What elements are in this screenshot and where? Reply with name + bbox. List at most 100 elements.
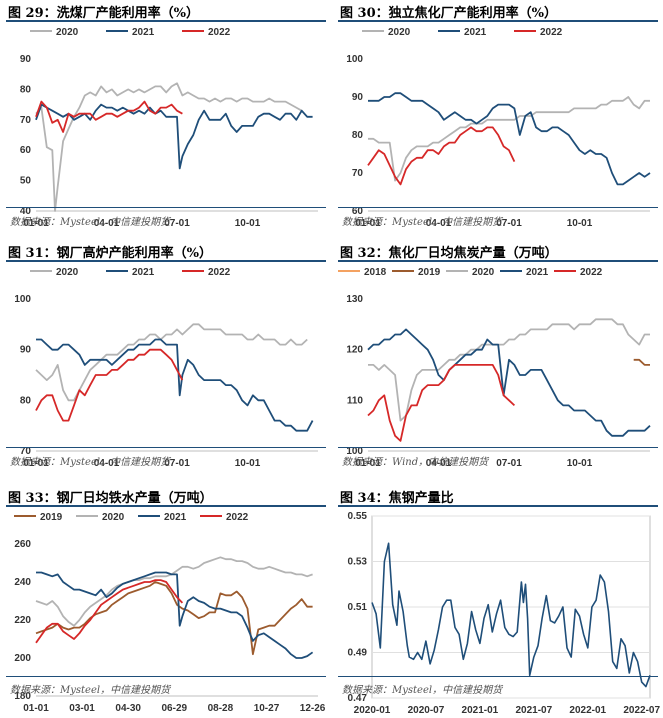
- source-note: 数据来源：Wind，中信建投期货: [342, 457, 489, 468]
- y-tick-label: 0.47: [348, 693, 368, 704]
- y-tick-label: 80: [20, 84, 32, 95]
- y-tick-label: 40: [20, 206, 32, 217]
- chart-title: 图 34：焦钢产量比: [340, 491, 454, 506]
- y-tick-label: 50: [20, 176, 32, 187]
- legend-label-2022: 2022: [208, 267, 231, 278]
- legend-label-2019: 2019: [40, 512, 63, 523]
- x-tick-label: 2022-07: [623, 705, 660, 716]
- legend-label-2022: 2022: [208, 27, 231, 38]
- x-tick-label: 01-01: [23, 218, 49, 229]
- x-tick-label: 2021-07: [515, 705, 552, 716]
- series-line-2020: [368, 318, 650, 422]
- x-tick-label: 2020-07: [408, 705, 445, 716]
- x-tick-label: 07-01: [164, 218, 190, 229]
- title-rule: [6, 260, 326, 262]
- x-tick-label: 12-26: [300, 703, 326, 714]
- y-tick-label: 240: [14, 577, 31, 588]
- y-tick-label: 130: [346, 294, 363, 305]
- chart-svg: 70 80 90 100 01-01 04-01 07-01 10-01 2020 2021 202…: [14, 267, 318, 469]
- title-rule: [6, 20, 326, 22]
- series-line-2021: [35, 103, 313, 170]
- legend-label-2021: 2021: [132, 267, 155, 278]
- x-tick-label: 10-01: [567, 218, 593, 229]
- legend-label-2022: 2022: [580, 267, 603, 278]
- x-tick-label: 10-01: [235, 218, 261, 229]
- y-tick-label: 80: [352, 130, 364, 141]
- title-rule: [338, 505, 658, 507]
- legend-label-2020: 2020: [56, 27, 79, 38]
- source-note: 数据来源：Mysteel，中信建投期货: [10, 217, 171, 228]
- chart-svg: 60 70 80 90 100 01-01 04-01 07-01 10-01 2020 2021 2…: [346, 27, 651, 229]
- y-tick-label: 0.55: [348, 511, 368, 522]
- chart-title: 图 33：钢厂日均铁水产量（万吨）: [8, 491, 213, 506]
- series-line-2022: [367, 364, 516, 442]
- x-tick-label: 2020-01: [354, 705, 391, 716]
- y-tick-label: 100: [14, 294, 31, 305]
- x-tick-label: 03-01: [69, 703, 95, 714]
- title-rule: [338, 20, 658, 22]
- series-line-2022: [35, 579, 184, 644]
- bottom-rule: [6, 207, 326, 208]
- series-line-ratio: [371, 542, 651, 688]
- y-tick-label: 110: [347, 395, 364, 406]
- x-tick-label: 07-01: [164, 458, 190, 469]
- y-tick-label: 180: [14, 691, 31, 702]
- legend-label-2020: 2020: [472, 267, 495, 278]
- chart-title: 图 30：独立焦化厂产能利用率（%）: [340, 6, 557, 21]
- source-note: 数据来源：Mysteel，中信建投期货: [10, 457, 171, 468]
- legend-label-2020: 2020: [102, 512, 125, 523]
- legend-label-2021: 2021: [526, 267, 549, 278]
- chart-title: 图 32：焦化厂日均焦炭产量（万吨）: [340, 246, 558, 261]
- series-line-2022: [367, 126, 516, 186]
- y-tick-label: 0.51: [348, 602, 368, 613]
- x-tick-label: 07-01: [496, 458, 522, 469]
- x-tick-label: 04-01: [94, 218, 120, 229]
- x-tick-label: 01-01: [355, 458, 381, 469]
- series-line-2022: [35, 348, 184, 422]
- chart-panel-p34: 图 34：焦钢产量比 0.47 0.49 0.51 0.53 0.55 2020-01 202…: [332, 485, 663, 718]
- x-tick-label: 04-01: [426, 458, 452, 469]
- y-tick-label: 90: [20, 54, 32, 65]
- y-tick-label: 80: [20, 395, 32, 406]
- x-tick-label: 10-01: [235, 458, 261, 469]
- chart-panel-p29: 图 29：洗煤厂产能利用率（%） 40 50 60 70 80 90 01-01 04-01 07…: [0, 0, 331, 233]
- series-line-2019: [35, 581, 313, 656]
- legend-label-2022: 2022: [226, 512, 249, 523]
- x-tick-label: 10-01: [567, 458, 593, 469]
- series-line-2020: [35, 323, 308, 402]
- x-tick-label: 06-29: [161, 703, 187, 714]
- y-tick-label: 0.53: [348, 557, 368, 568]
- chart-title: 图 31：钢厂高炉产能利用率（%）: [8, 246, 212, 261]
- series-line-2021: [36, 571, 314, 659]
- x-tick-label: 2022-01: [569, 705, 606, 716]
- series-line-2019: [633, 358, 650, 366]
- y-tick-label: 70: [20, 446, 32, 457]
- x-tick-label: 07-01: [496, 218, 522, 229]
- legend-label-2018: 2018: [364, 267, 387, 278]
- bottom-rule: [338, 207, 658, 208]
- y-tick-label: 60: [20, 145, 32, 156]
- series-line-2020: [35, 82, 308, 212]
- chart-panel-p32: 图 32：焦化厂日均焦炭产量（万吨） 100 110 120 130 01-01 04-01…: [332, 240, 663, 473]
- source-note: 数据来源：Mysteel，中信建投期货: [342, 217, 503, 228]
- x-tick-label: 04-01: [94, 458, 120, 469]
- series-line-2021: [367, 328, 651, 437]
- source-note: 数据来源：Mysteel，中信建投期货: [342, 685, 503, 696]
- chart-panel-p31: 图 31：钢厂高炉产能利用率（%） 70 80 90 100 01-01 04-01 07-0…: [0, 240, 331, 473]
- chart-svg: 100 110 120 130 01-01 04-01 07-01 10-01 2018 2019…: [338, 267, 651, 469]
- x-tick-label: 01-01: [23, 703, 49, 714]
- y-tick-label: 100: [346, 446, 363, 457]
- legend-label-2021: 2021: [464, 27, 487, 38]
- y-tick-label: 70: [20, 115, 32, 126]
- legend-label-2019: 2019: [418, 267, 441, 278]
- x-tick-label: 2021-01: [462, 705, 499, 716]
- series-line-2021: [368, 92, 651, 186]
- x-tick-label: 04-30: [115, 703, 141, 714]
- y-tick-label: 260: [14, 539, 31, 550]
- y-tick-label: 90: [20, 345, 32, 356]
- bottom-rule: [6, 676, 326, 677]
- bottom-rule: [338, 676, 658, 677]
- x-tick-label: 10-27: [254, 703, 280, 714]
- chart-panel-p30: 图 30：独立焦化厂产能利用率（%） 60 70 80 90 100 01-01 04-01 0…: [332, 0, 663, 233]
- legend-label-2022: 2022: [540, 27, 563, 38]
